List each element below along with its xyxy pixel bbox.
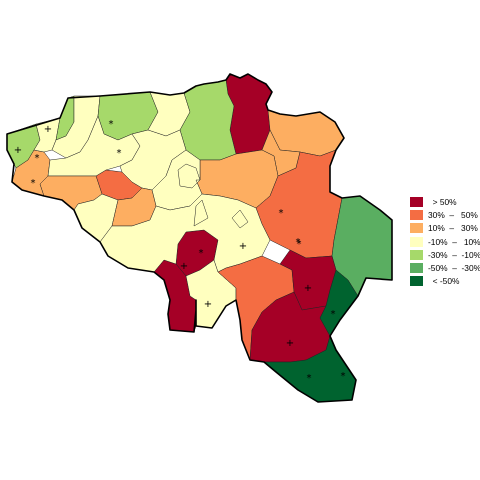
legend-item: 30% – 50% <box>410 209 480 222</box>
region-marker: * <box>296 237 301 248</box>
region-marker: * <box>307 373 312 384</box>
region-marker: + <box>44 124 52 135</box>
region-marker: + <box>180 261 188 272</box>
region-marker: * <box>199 248 204 259</box>
region-r11 <box>179 79 237 161</box>
legend-swatch <box>410 249 423 260</box>
legend-label: > 50% <box>428 197 457 207</box>
region-r32 <box>193 199 209 227</box>
region-marker: + <box>286 338 294 349</box>
legend-label: -50% – -30% <box>428 262 480 273</box>
country-border <box>6 73 393 403</box>
region-r33 <box>231 209 249 229</box>
region-marker: + <box>239 241 247 252</box>
legend-swatch <box>410 197 423 207</box>
legend: > 50% 30% – 50% 10% – 30% -10% – 10% -30% – … <box>410 196 480 288</box>
region-marker: * <box>31 178 36 189</box>
legend-label: -10% – 10% <box>428 236 480 247</box>
legend-label: < -50% <box>428 276 460 287</box>
legend-item: -50% – -30% <box>410 262 480 275</box>
legend-label: 10% – 30% <box>428 223 478 234</box>
legend-label: -30% – -10% <box>428 249 480 260</box>
region-marker: * <box>279 208 284 219</box>
region-marker: * <box>117 148 122 159</box>
legend-swatch <box>410 236 423 247</box>
legend-swatch <box>410 262 423 273</box>
legend-label: 30% – 50% <box>428 210 478 221</box>
region-marker: * <box>35 153 40 164</box>
legend-swatch <box>410 223 423 234</box>
region-marker: + <box>14 145 22 156</box>
legend-item: -30% – -10% <box>410 249 480 262</box>
legend-item: 10% – 30% <box>410 222 480 235</box>
region-marker: * <box>297 239 302 250</box>
region-marker: * <box>109 119 114 130</box>
legend-item: -10% – 10% <box>410 236 480 249</box>
region-marker: + <box>304 283 312 294</box>
region-marker: * <box>331 309 336 320</box>
markers-layer: ++*****+**++++** ** <box>14 119 346 384</box>
legend-item: > 50% <box>410 196 480 209</box>
region-marker: * <box>341 371 346 382</box>
legend-item: < -50% <box>410 275 480 288</box>
region-marker: + <box>204 299 212 310</box>
legend-swatch <box>410 276 423 287</box>
legend-swatch <box>410 210 423 221</box>
regions-layer <box>6 73 393 403</box>
